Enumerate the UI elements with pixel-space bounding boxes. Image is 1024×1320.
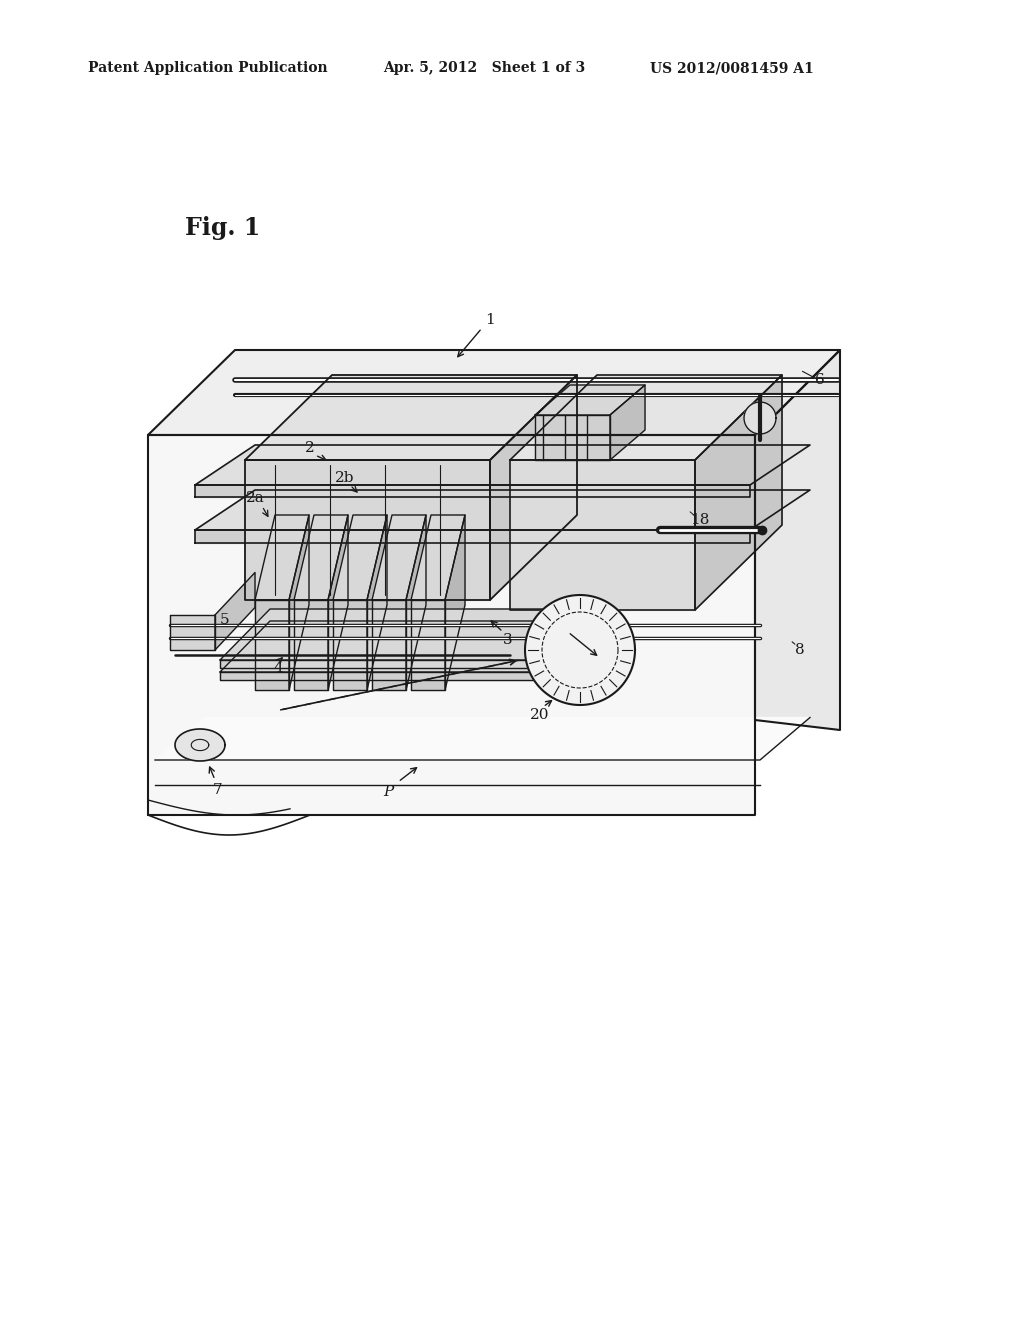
Text: 2b: 2b: [335, 471, 354, 484]
Polygon shape: [175, 729, 225, 762]
Polygon shape: [510, 459, 695, 610]
Polygon shape: [155, 718, 810, 760]
Polygon shape: [411, 601, 445, 690]
Text: 18: 18: [690, 513, 710, 527]
Text: 4: 4: [273, 661, 283, 675]
Polygon shape: [215, 573, 255, 649]
Polygon shape: [195, 490, 810, 531]
Polygon shape: [535, 385, 645, 414]
Polygon shape: [406, 515, 426, 690]
Polygon shape: [220, 672, 560, 680]
Polygon shape: [490, 375, 577, 601]
Polygon shape: [525, 595, 635, 705]
Polygon shape: [220, 620, 610, 672]
Polygon shape: [289, 515, 309, 690]
Polygon shape: [333, 515, 387, 601]
Text: 1: 1: [485, 313, 495, 327]
Text: 3: 3: [503, 634, 513, 647]
Polygon shape: [220, 609, 610, 660]
Polygon shape: [195, 484, 750, 498]
Polygon shape: [148, 350, 840, 436]
Polygon shape: [245, 375, 577, 459]
Text: 20: 20: [530, 708, 550, 722]
Text: Patent Application Publication: Patent Application Publication: [88, 61, 328, 75]
Polygon shape: [535, 414, 610, 459]
Polygon shape: [372, 601, 406, 690]
Polygon shape: [294, 515, 348, 601]
Polygon shape: [510, 375, 782, 459]
Polygon shape: [294, 601, 328, 690]
Polygon shape: [255, 601, 289, 690]
Polygon shape: [195, 531, 750, 543]
Text: 6: 6: [815, 374, 825, 387]
Text: US 2012/0081459 A1: US 2012/0081459 A1: [650, 61, 814, 75]
Polygon shape: [744, 403, 776, 434]
Polygon shape: [445, 515, 465, 690]
Polygon shape: [367, 515, 387, 690]
Polygon shape: [755, 350, 840, 730]
Text: 8: 8: [796, 643, 805, 657]
Text: 2a: 2a: [246, 491, 264, 506]
Polygon shape: [695, 375, 782, 610]
Text: 2: 2: [305, 441, 314, 455]
Polygon shape: [220, 660, 560, 668]
Text: 7: 7: [213, 783, 223, 797]
Text: 5: 5: [220, 612, 229, 627]
Polygon shape: [148, 436, 755, 814]
Polygon shape: [195, 445, 810, 484]
Text: Fig. 1: Fig. 1: [185, 216, 260, 240]
Polygon shape: [372, 515, 426, 601]
Polygon shape: [255, 515, 309, 601]
Polygon shape: [610, 385, 645, 459]
Polygon shape: [328, 515, 348, 690]
Polygon shape: [333, 601, 367, 690]
Polygon shape: [411, 515, 465, 601]
Text: P: P: [383, 785, 393, 799]
Polygon shape: [170, 615, 215, 649]
Polygon shape: [245, 459, 490, 601]
Text: Apr. 5, 2012   Sheet 1 of 3: Apr. 5, 2012 Sheet 1 of 3: [383, 61, 586, 75]
